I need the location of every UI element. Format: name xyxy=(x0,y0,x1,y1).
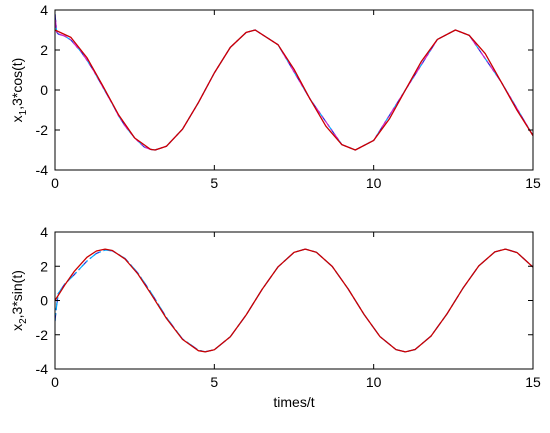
top-plot-ticks: 0 5 10 15 4 2 0 -2 -4 xyxy=(36,2,541,191)
bottom-plot-ylabel: x2,3*sin(t) xyxy=(9,270,29,331)
top-plot-xtick-label: 0 xyxy=(51,175,59,191)
top-plot-frame xyxy=(54,9,534,171)
top-plot-series-1-stroke-2-line xyxy=(55,13,533,151)
top-plot-ytick-label: -4 xyxy=(36,162,49,178)
bottom-plot-xtick-label: 0 xyxy=(51,374,59,390)
top-plot-ytick-label: -2 xyxy=(36,122,49,138)
bottom-plot-series-2-line xyxy=(55,248,533,353)
bottom-plot-ytick-label: -2 xyxy=(36,327,49,343)
bottom-plot-xtick-label: 15 xyxy=(525,374,541,390)
top-plot-ytick-label: 0 xyxy=(40,82,48,98)
bottom-plot-ticks: 0 5 10 15 4 2 0 -2 -4 xyxy=(36,224,541,390)
bottom-plot: 0 5 10 15 4 2 0 -2 -4 x2,3*sin(t) times/t xyxy=(9,224,541,410)
top-plot-series-1-stroke-3-line xyxy=(55,13,533,151)
top-plot-series-1-stroke-1-line xyxy=(55,13,533,151)
top-plot-series-2-line xyxy=(55,29,533,151)
bottom-plot-series xyxy=(55,248,533,353)
bottom-plot-ytick-label: 0 xyxy=(40,293,48,309)
bottom-plot-ytick-label: 4 xyxy=(40,224,48,240)
top-plot-xtick-label: 15 xyxy=(525,175,541,191)
top-plot-ylabel: x1,3*cos(t) xyxy=(9,58,29,123)
bottom-plot-ytick-label: -4 xyxy=(36,361,49,377)
bottom-plot-series-1-stroke-1-line xyxy=(55,248,533,353)
top-plot-ytick-label: 4 xyxy=(40,2,48,18)
bottom-plot-xtick-label: 5 xyxy=(210,374,218,390)
top-plot: 0 5 10 15 4 2 0 -2 -4 x1,3*cos(t) xyxy=(9,2,541,191)
top-plot-series xyxy=(55,13,533,151)
top-plot-xtick-label: 5 xyxy=(210,175,218,191)
bottom-plot-series-1-stroke-2-line xyxy=(55,248,533,353)
bottom-plot-xlabel: times/t xyxy=(273,394,314,410)
bottom-plot-xtick-label: 10 xyxy=(366,374,382,390)
bottom-plot-ytick-label: 2 xyxy=(40,258,48,274)
top-plot-ytick-label: 2 xyxy=(40,42,48,58)
top-plot-xtick-label: 10 xyxy=(366,175,382,191)
